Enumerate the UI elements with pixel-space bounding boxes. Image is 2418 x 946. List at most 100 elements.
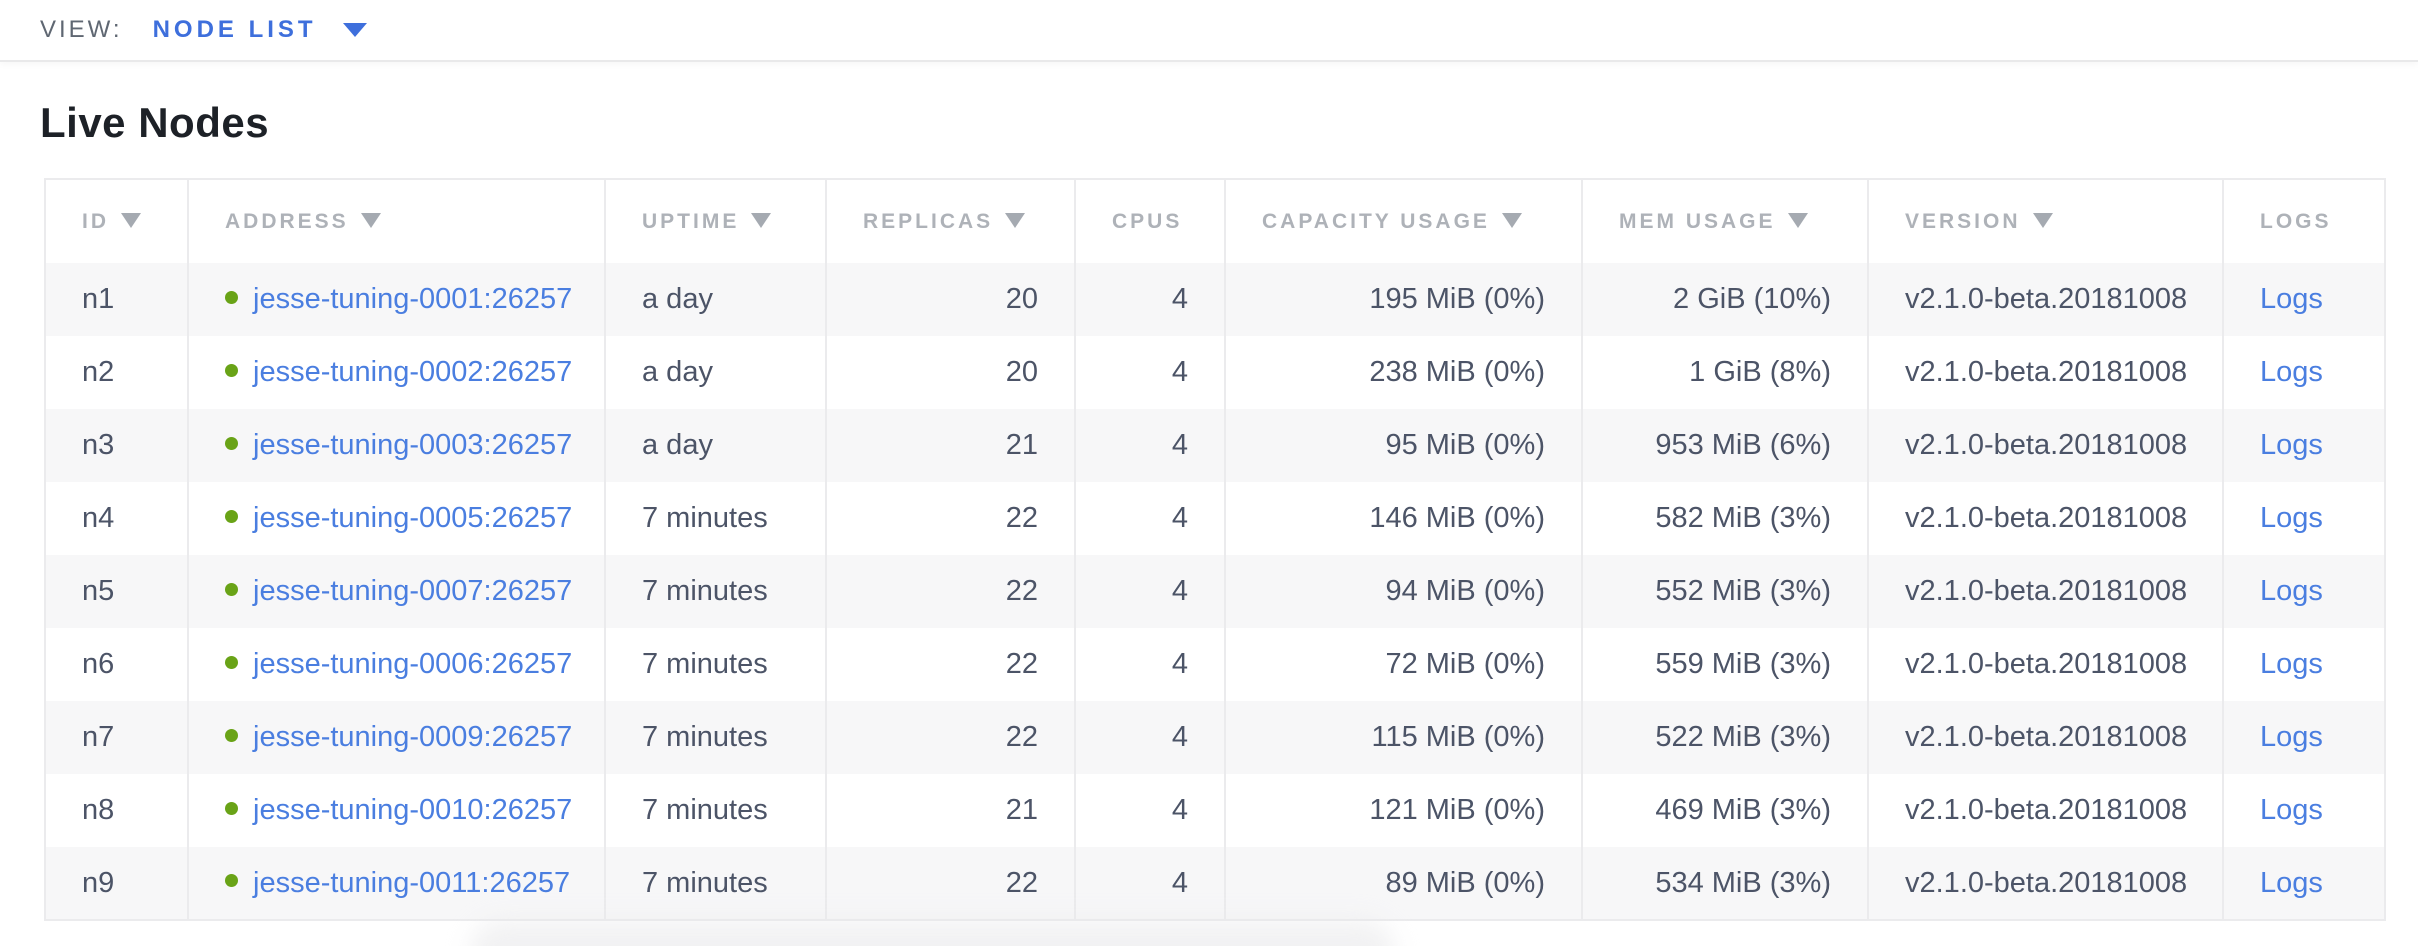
column-header-replicas[interactable]: REPLICAS (825, 179, 1075, 263)
cell-mem: 2 GiB (10%) (1581, 263, 1868, 336)
node-status-healthy-icon (225, 582, 238, 596)
cell-uptime: 7 minutes (604, 555, 826, 628)
cell-cpus: 4 (1074, 847, 1225, 920)
node-address-link[interactable]: jesse-tuning-0011:26257 (253, 866, 571, 899)
view-selected-value: NODE LIST (152, 16, 317, 43)
column-header-address[interactable]: ADDRESS (187, 179, 605, 263)
cell-mem: 1 GiB (8%) (1581, 336, 1868, 409)
logs-link[interactable]: Logs (2260, 283, 2323, 315)
cell-replicas: 20 (825, 263, 1075, 336)
column-header-capacity[interactable]: CAPACITY USAGE (1224, 179, 1582, 263)
cell-address: jesse-tuning-0010:26257 (187, 774, 605, 847)
cell-capacity: 146 MiB (0%) (1224, 482, 1582, 555)
node-address-link[interactable]: jesse-tuning-0010:26257 (253, 794, 573, 826)
cell-cpus: 4 (1074, 263, 1225, 336)
column-header-label: CAPACITY USAGE (1262, 209, 1490, 233)
column-header-id[interactable]: ID (45, 179, 188, 263)
caret-down-icon (342, 23, 367, 37)
node-status-healthy-icon (225, 290, 238, 304)
cell-address: jesse-tuning-0009:26257 (187, 701, 605, 774)
node-address-link[interactable]: jesse-tuning-0007:26257 (253, 575, 573, 607)
logs-link[interactable]: Logs (2260, 648, 2323, 680)
logs-link[interactable]: Logs (2260, 502, 2323, 534)
node-status-healthy-icon (225, 509, 238, 523)
cell-id: n2 (82, 356, 115, 388)
column-header-label: MEM USAGE (1619, 209, 1776, 233)
cell-version: v2.1.0-beta.20181008 (1867, 628, 2223, 701)
cell-uptime: 7 minutes (604, 628, 826, 701)
view-label: VIEW: (40, 16, 123, 43)
sort-caret-icon (1005, 212, 1026, 228)
logs-link[interactable]: Logs (2260, 866, 2323, 899)
cell-logs: Logs (2222, 628, 2385, 701)
node-address-link[interactable]: jesse-tuning-0001:26257 (253, 283, 573, 315)
logs-link[interactable]: Logs (2260, 721, 2323, 753)
cell-capacity: 95 MiB (0%) (1224, 409, 1582, 482)
sort-caret-icon (1787, 212, 1808, 228)
column-header-label: ID (82, 209, 109, 233)
node-status-healthy-icon (225, 436, 238, 450)
column-header-label: VERSION (1905, 209, 2021, 233)
node-address-link[interactable]: jesse-tuning-0002:26257 (253, 356, 573, 388)
node-status-healthy-icon (225, 801, 238, 815)
node-status-healthy-icon (225, 874, 238, 888)
cell-logs: Logs (2222, 555, 2385, 628)
cell-cpus: 4 (1074, 336, 1225, 409)
logs-link[interactable]: Logs (2260, 575, 2323, 607)
column-header-label: REPLICAS (863, 209, 994, 233)
cell-uptime: 7 minutes (604, 774, 826, 847)
cell-capacity: 89 MiB (0%) (1224, 847, 1582, 920)
cell-capacity: 121 MiB (0%) (1224, 774, 1582, 847)
column-header-uptime[interactable]: UPTIME (604, 179, 826, 263)
node-address-link[interactable]: jesse-tuning-0003:26257 (253, 429, 573, 461)
cell-mem: 582 MiB (3%) (1581, 482, 1868, 555)
sort-caret-icon (121, 212, 141, 228)
live-nodes-table-container: ID ADDRESS UPTIME REPLICAS CPUS CAPACITY USAG… (44, 178, 2418, 921)
logs-link[interactable]: Logs (2260, 794, 2323, 826)
cell-capacity: 72 MiB (0%) (1224, 628, 1582, 701)
cell-uptime: a day (604, 263, 826, 336)
cell-version: v2.1.0-beta.20181008 (1867, 701, 2223, 774)
cell-capacity: 195 MiB (0%) (1224, 263, 1582, 336)
cell-logs: Logs (2222, 774, 2385, 847)
node-address-link[interactable]: jesse-tuning-0009:26257 (253, 721, 573, 753)
cell-cpus: 4 (1074, 774, 1225, 847)
cell-uptime: 7 minutes (604, 701, 826, 774)
column-header-version[interactable]: VERSION (1867, 179, 2223, 263)
cell-cpus: 4 (1074, 409, 1225, 482)
cell-replicas: 20 (825, 336, 1075, 409)
view-selector-bar: VIEW: NODE LIST (0, 0, 2418, 62)
cell-logs: Logs (2222, 847, 2385, 920)
node-status-healthy-icon (225, 363, 238, 377)
cell-id: n1 (82, 283, 115, 315)
cell-logs: Logs (2222, 263, 2385, 336)
cell-replicas: 22 (825, 847, 1075, 920)
cell-capacity: 238 MiB (0%) (1224, 336, 1582, 409)
cell-replicas: 21 (825, 774, 1075, 847)
node-address-link[interactable]: jesse-tuning-0005:26257 (253, 502, 573, 534)
logs-link[interactable]: Logs (2260, 429, 2323, 461)
table-row: n5 jesse-tuning-0007:26257 7 minutes 22 4 94 … (45, 555, 2385, 628)
cell-mem: 552 MiB (3%) (1581, 555, 1868, 628)
cell-capacity: 115 MiB (0%) (1224, 701, 1582, 774)
cell-id: n8 (82, 794, 115, 826)
cell-cpus: 4 (1074, 555, 1225, 628)
node-address-link[interactable]: jesse-tuning-0006:26257 (253, 648, 573, 680)
cell-replicas: 22 (825, 555, 1075, 628)
cell-uptime: a day (604, 336, 826, 409)
cell-logs: Logs (2222, 482, 2385, 555)
cell-version: v2.1.0-beta.20181008 (1867, 774, 2223, 847)
cell-id: n9 (82, 866, 115, 899)
table-row: n6 jesse-tuning-0006:26257 7 minutes 22 4 72 … (45, 628, 2385, 701)
view-selector-dropdown[interactable]: NODE LIST (153, 16, 367, 44)
node-status-healthy-icon (225, 728, 238, 742)
column-header-mem[interactable]: MEM USAGE (1581, 179, 1868, 263)
logs-link[interactable]: Logs (2260, 356, 2323, 388)
cell-version: v2.1.0-beta.20181008 (1867, 336, 2223, 409)
cell-id: n7 (82, 721, 115, 753)
cell-address: jesse-tuning-0002:26257 (187, 336, 605, 409)
cell-address: jesse-tuning-0001:26257 (187, 263, 605, 336)
table-row: n2 jesse-tuning-0002:26257 a day 20 4 238 MiB… (45, 336, 2385, 409)
cell-mem: 522 MiB (3%) (1581, 701, 1868, 774)
cell-replicas: 22 (825, 628, 1075, 701)
